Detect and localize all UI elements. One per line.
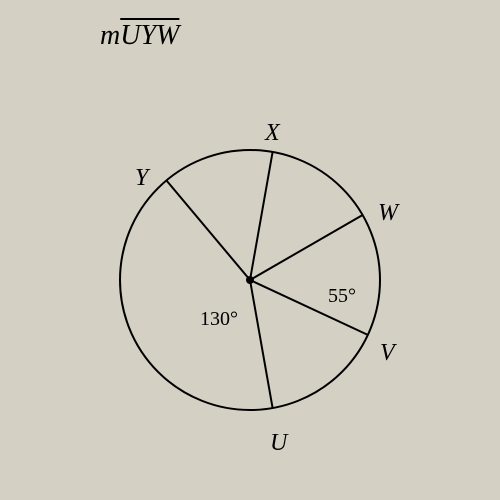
arc-measure-title: mUYW xyxy=(100,20,179,52)
title-prefix: m xyxy=(100,20,120,51)
radius-U xyxy=(250,280,273,408)
title-arc: UYW xyxy=(120,20,179,51)
circle-figure: X Y W V U 130° 55° xyxy=(60,90,440,470)
radius-W xyxy=(250,215,363,280)
label-V: V xyxy=(380,340,395,367)
angle-55: 55° xyxy=(328,285,356,308)
angle-130: 130° xyxy=(200,308,238,331)
label-W: W xyxy=(378,200,398,227)
circle-svg xyxy=(60,90,440,470)
center-dot xyxy=(246,276,254,284)
radius-Y xyxy=(166,180,250,280)
label-Y: Y xyxy=(135,165,148,192)
label-X: X xyxy=(265,120,280,147)
radius-X xyxy=(250,152,273,280)
label-U: U xyxy=(270,430,287,457)
